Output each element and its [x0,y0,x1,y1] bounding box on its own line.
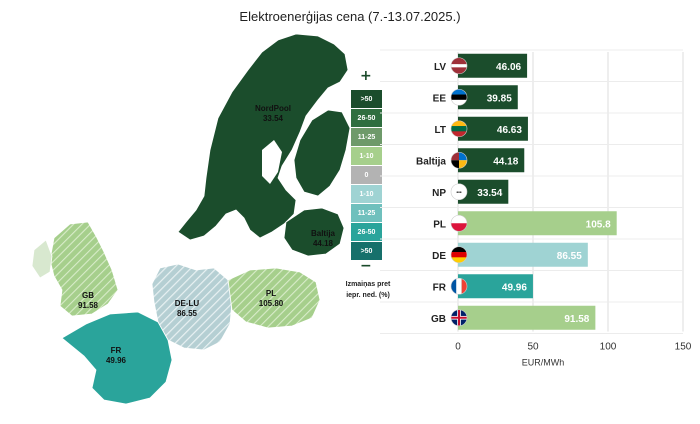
map-label-pl: PL 105.80 [244,289,298,309]
bothnia-gulf [262,140,282,184]
value-label: 44.18 [493,156,518,167]
bar [458,274,533,299]
map-label-pl-value: 105.80 [258,299,284,308]
legend-caption-line1: Izmaiņas pret [345,281,391,288]
value-label: 46.06 [496,62,521,73]
lithuania-flag-icon [450,120,468,138]
map-label-baltija-value: 44.18 [312,239,334,248]
bar [458,116,528,141]
x-tick-label: 150 [675,342,692,353]
value-label: 39.85 [487,93,512,104]
map-label-delu-name: DE-LU [174,299,200,308]
uk-flag-icon [450,309,468,327]
value-label: 91.58 [564,314,589,325]
value-label: 105.8 [586,219,611,230]
category-label: FR [433,282,447,293]
map-label-nordpool: NordPool 33.54 [244,104,302,124]
legend-cell: 1-10 [351,147,382,165]
baltic-flag-icon [450,151,468,169]
x-tick-label: 0 [455,342,461,353]
legend-cell: 26-50 [351,223,382,241]
legend-caption-line2: iepr. ned. (%) [346,292,390,299]
bar [458,242,588,267]
bar [458,85,518,110]
x-axis-label: EUR/MWh [522,358,565,368]
x-tick-label: 100 [600,342,617,353]
category-label: PL [433,219,446,230]
map-label-baltija-name: Baltija [310,229,335,238]
value-label: 33.54 [477,188,502,199]
value-label: 46.63 [497,125,522,136]
france-region [61,311,173,405]
legend-cell: 11-25 [351,204,382,222]
legend-cell: 1-10 [351,185,382,203]
category-label: NP [432,188,446,199]
legend-plus-sign: + [360,68,372,84]
map-label-fr-name: FR [110,346,122,355]
category-label: GB [431,314,446,325]
poland-region [227,267,321,329]
category-label: Baltija [416,156,446,167]
map-label-delu-value: 86.55 [176,309,198,318]
france-flag-icon [450,277,468,295]
nordpool-logo-icon: ••• [450,183,468,201]
value-label: 86.55 [557,251,582,262]
category-label: LV [434,62,446,73]
scandinavia-region [177,33,349,241]
map-label-gb: GB 91.58 [64,291,112,311]
value-label: 49.96 [502,282,527,293]
gb-region [49,221,119,317]
ireland-region [31,239,53,279]
bar [458,305,596,330]
category-label: EE [433,93,447,104]
map-label-baltija: Baltija 44.18 [296,229,350,249]
legend-cell: 0 [351,166,382,184]
map-label-fr-value: 49.96 [105,356,127,365]
legend-cell: 26-50 [351,109,382,127]
finland-region [293,109,351,197]
bar [458,53,528,78]
category-label: LT [435,125,446,136]
germany-flag-icon [450,246,468,264]
legend-cell: 11-25 [351,128,382,146]
estonia-flag-icon [450,88,468,106]
map-label-nordpool-value: 33.54 [262,114,284,123]
map-label-pl-name: PL [265,289,277,298]
chart-title: Elektroenerģijas cena (7.-13.07.2025.) [239,9,461,24]
legend: >50 26-50 11-25 1-10 0 1-10 11-25 26-50 >50 [351,90,382,261]
svg-text:•••: ••• [456,190,462,196]
poland-flag-icon [450,214,468,232]
map-label-nordpool-name: NordPool [255,104,291,113]
category-label: DE [432,251,446,262]
map-label-gb-value: 91.58 [77,301,99,310]
latvia-flag-icon [450,57,468,75]
legend-cell: >50 [351,90,382,108]
bar [458,148,525,173]
legend-cell: >50 [351,242,382,260]
map-label-delu: DE-LU 86.55 [160,299,214,319]
legend-minus-sign: − [360,258,372,274]
legend-caption: Izmaiņas pret iepr. ned. (%) [340,279,396,301]
bar [458,211,617,236]
baltics-region [283,207,345,257]
x-tick-label: 50 [527,342,539,353]
map-label-gb-name: GB [82,291,94,300]
map-label-fr: FR 49.96 [92,346,140,366]
